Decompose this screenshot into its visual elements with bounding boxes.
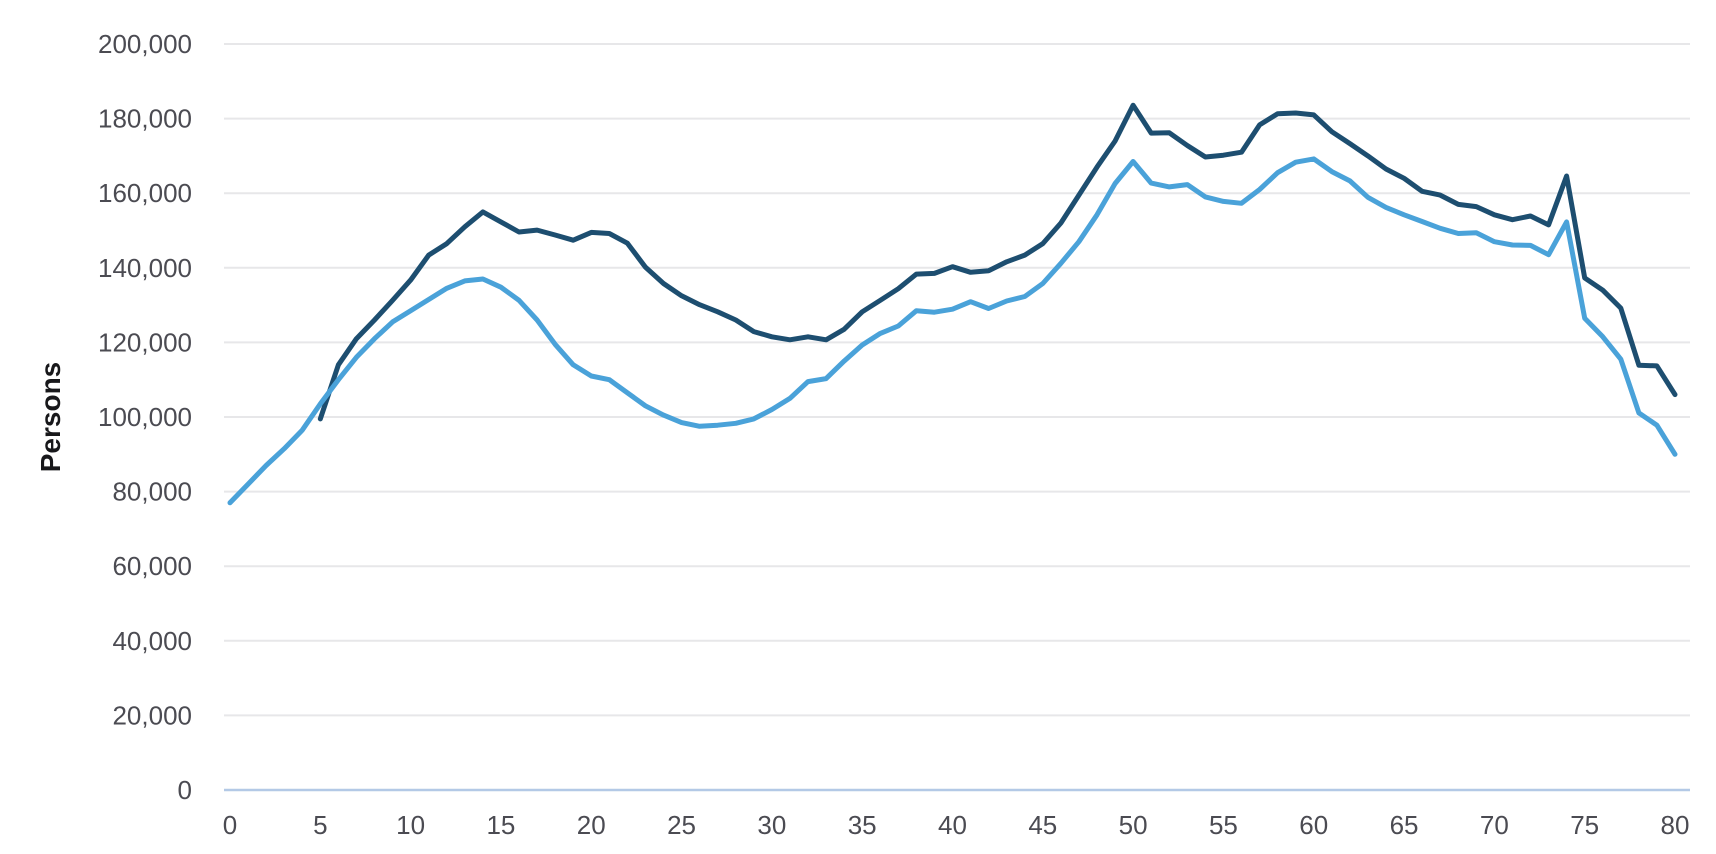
x-tick-label-70: 70	[1480, 810, 1509, 840]
x-tick-label-20: 20	[577, 810, 606, 840]
x-tick-label-80: 80	[1661, 810, 1690, 840]
series-lines	[227, 102, 1678, 506]
x-tick-label-65: 65	[1390, 810, 1419, 840]
x-tick-label-35: 35	[848, 810, 877, 840]
y-tick-label-60000: 60,000	[112, 551, 192, 581]
x-tick-labels: 0 5 10 15 20 25 30 35 40 45 50 55 60 65 70 75 80	[223, 810, 1690, 840]
y-axis-title: Persons	[35, 362, 66, 473]
y-tick-label-160000: 160,000	[98, 178, 192, 208]
x-tick-label-75: 75	[1570, 810, 1599, 840]
y-tick-label-140000: 140,000	[98, 253, 192, 283]
y-tick-label-180000: 180,000	[98, 104, 192, 134]
x-tick-label-15: 15	[486, 810, 515, 840]
x-tick-label-40: 40	[938, 810, 967, 840]
y-tick-label-200000: 200,000	[98, 29, 192, 59]
chart-light-blue-line	[227, 156, 1678, 506]
x-tick-label-60: 60	[1299, 810, 1328, 840]
x-tick-label-0: 0	[223, 810, 237, 840]
x-tick-label-25: 25	[667, 810, 696, 840]
y-tick-label-20000: 20,000	[112, 700, 192, 730]
chart-dark-navy-line	[317, 102, 1678, 422]
y-tick-label-40000: 40,000	[112, 626, 192, 656]
x-tick-label-45: 45	[1028, 810, 1057, 840]
y-tick-label-100000: 100,000	[98, 402, 192, 432]
x-tick-label-50: 50	[1119, 810, 1148, 840]
y-gridlines	[224, 43, 1690, 717]
x-tick-label-30: 30	[757, 810, 786, 840]
y-tick-label-120000: 120,000	[98, 327, 192, 357]
y-tick-label-80000: 80,000	[112, 477, 192, 507]
x-tick-label-5: 5	[313, 810, 327, 840]
x-tick-label-55: 55	[1209, 810, 1238, 840]
y-tick-label-0: 0	[178, 775, 192, 805]
x-tick-label-10: 10	[396, 810, 425, 840]
y-tick-labels: 0 20,000 40,000 60,000 80,000 100,000 120,000 1…	[98, 29, 192, 805]
